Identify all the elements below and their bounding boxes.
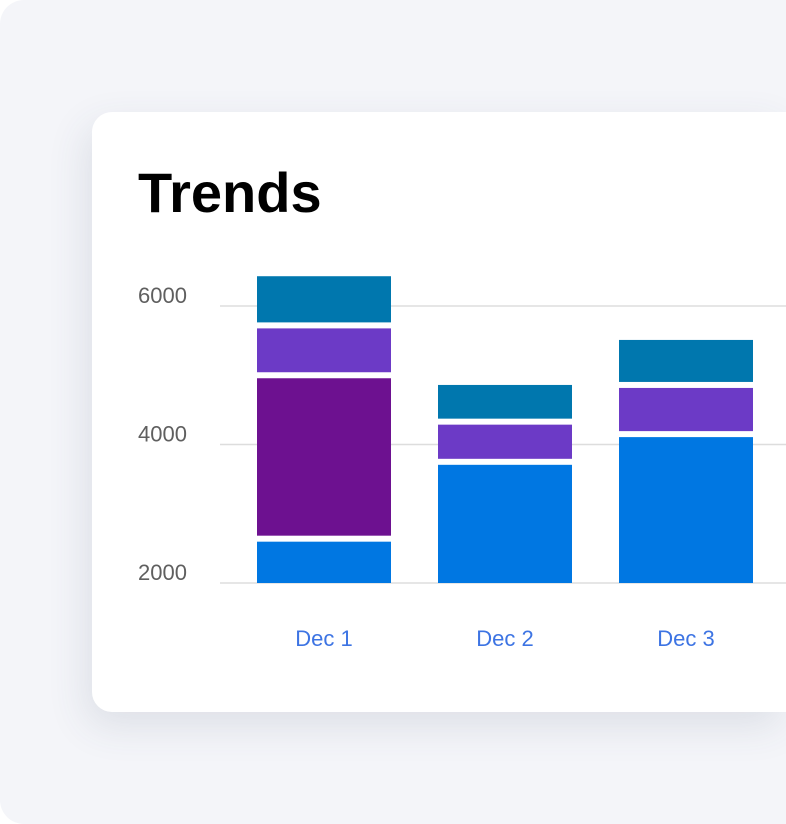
- x-category-label: Dec 3: [657, 626, 714, 651]
- bar-segment-series-1: [619, 437, 753, 583]
- bar-segment-series-1: [257, 541, 391, 583]
- bar-segment-series-3: [619, 387, 753, 432]
- bar-segment-series-4: [438, 384, 572, 419]
- card-title: Trends: [138, 161, 322, 224]
- x-category-label: Dec 2: [476, 626, 533, 651]
- bar-segment-series-3: [257, 328, 391, 373]
- y-tick-label: 4000: [138, 422, 187, 447]
- bar-segment-series-1: [438, 464, 572, 583]
- bar-segment-series-4: [619, 339, 753, 382]
- bar-segment-series-4: [257, 276, 391, 323]
- bar-segment-series-2: [257, 378, 391, 536]
- bar-segment-series-3: [438, 424, 572, 459]
- y-tick-label: 2000: [138, 560, 187, 585]
- x-category-label: Dec 1: [295, 626, 352, 651]
- y-tick-label: 6000: [138, 283, 187, 308]
